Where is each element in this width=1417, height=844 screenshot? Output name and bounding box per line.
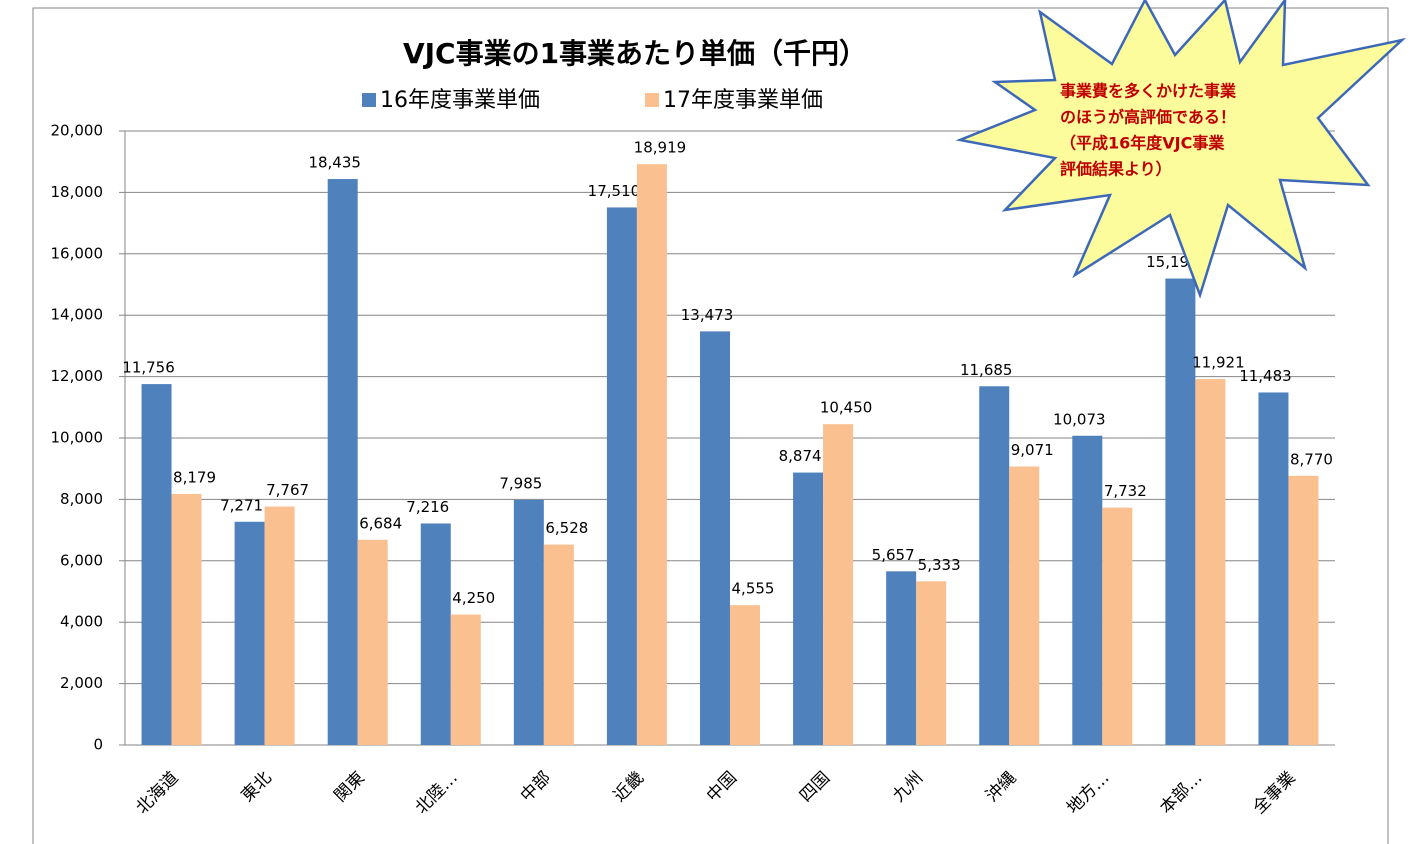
value-label: 7,271 <box>220 496 263 514</box>
bar <box>700 331 730 745</box>
value-label: 11,921 <box>1192 354 1245 372</box>
y-tick-label: 16,000 <box>51 244 104 262</box>
chart-title: VJC事業の1事業あたり単価（千円） <box>403 37 867 70</box>
value-label: 4,555 <box>732 580 775 598</box>
bar <box>328 179 358 745</box>
value-label: 9,071 <box>1011 441 1054 459</box>
bar <box>637 164 667 745</box>
bar <box>1258 392 1288 745</box>
bar <box>1072 436 1102 745</box>
value-label: 8,179 <box>173 468 216 486</box>
bar <box>514 500 544 745</box>
bar <box>979 386 1009 745</box>
bar <box>793 473 823 745</box>
bar <box>607 207 637 745</box>
value-label: 10,450 <box>820 399 873 417</box>
value-label: 11,756 <box>122 359 175 377</box>
bar <box>730 605 760 745</box>
annotation: （平成16年度VJC事業 <box>1060 134 1225 153</box>
value-label: 7,985 <box>499 474 542 492</box>
value-label: 18,435 <box>308 154 361 172</box>
y-tick-label: 0 <box>93 736 103 754</box>
y-tick-label: 6,000 <box>60 551 103 569</box>
bar <box>823 424 853 745</box>
value-label: 13,473 <box>681 306 734 324</box>
value-label: 10,073 <box>1053 410 1106 428</box>
value-label: 17,510 <box>588 182 641 200</box>
bar <box>172 494 202 745</box>
legend-label: 17年度事業単価 <box>663 88 823 113</box>
value-label: 5,657 <box>872 546 915 564</box>
y-tick-label: 12,000 <box>51 367 104 385</box>
bar <box>1195 379 1225 745</box>
value-label: 8,874 <box>779 447 822 465</box>
legend-label: 16年度事業単価 <box>380 88 540 113</box>
value-label: 7,767 <box>266 481 309 499</box>
bar <box>886 571 916 745</box>
value-label: 6,528 <box>545 519 588 537</box>
y-tick-label: 20,000 <box>51 122 104 140</box>
bar <box>1165 279 1195 745</box>
value-label: 11,483 <box>1239 367 1292 385</box>
value-label: 6,684 <box>359 514 402 532</box>
annotation: 事業費を多くかけた事業 <box>1060 82 1237 101</box>
y-tick-label: 18,000 <box>51 183 104 201</box>
value-label: 4,250 <box>452 589 495 607</box>
value-label: 7,732 <box>1104 482 1147 500</box>
bar <box>421 523 451 745</box>
value-label: 18,919 <box>634 139 687 157</box>
annotation: 評価結果より） <box>1060 160 1172 179</box>
bar <box>265 507 295 745</box>
bar <box>142 384 172 745</box>
y-tick-label: 10,000 <box>51 429 104 447</box>
bar <box>235 522 265 745</box>
legend-swatch <box>645 93 659 107</box>
bar <box>1009 467 1039 745</box>
y-tick-label: 8,000 <box>60 490 103 508</box>
value-label: 11,685 <box>960 361 1013 379</box>
bar <box>358 540 388 745</box>
bar <box>451 615 481 745</box>
chart: VJC事業の1事業あたり単価（千円） 16年度事業単価 17年度事業単価 0 2,0… <box>0 0 1417 844</box>
bar <box>544 545 574 745</box>
annotation: のほうが高評価である！ <box>1060 108 1236 127</box>
y-tick-label: 4,000 <box>60 613 103 631</box>
value-label: 8,770 <box>1290 450 1333 468</box>
legend-swatch <box>362 93 376 107</box>
bar <box>916 581 946 745</box>
value-label: 5,333 <box>918 556 961 574</box>
y-tick-label: 2,000 <box>60 674 103 692</box>
bar <box>1102 508 1132 745</box>
value-label: 7,216 <box>406 498 449 516</box>
bar <box>1288 476 1318 745</box>
y-tick-label: 14,000 <box>51 306 104 324</box>
